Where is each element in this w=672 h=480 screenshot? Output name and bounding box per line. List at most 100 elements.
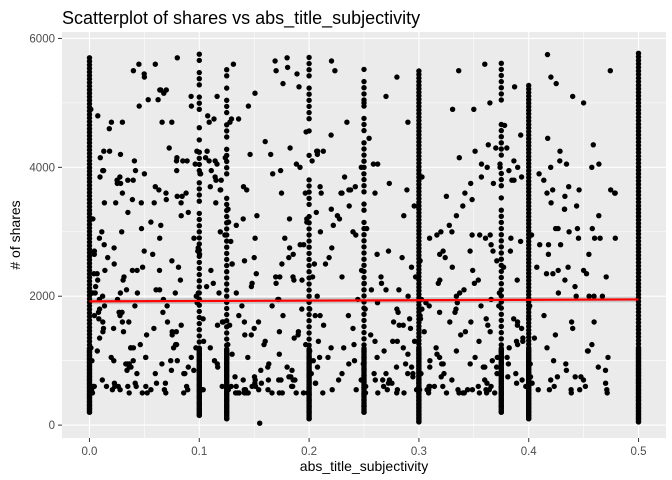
data-point <box>504 354 510 361</box>
data-point <box>498 85 504 91</box>
data-point <box>224 195 230 201</box>
data-point <box>563 367 570 373</box>
data-point <box>111 245 117 251</box>
data-point <box>433 345 439 351</box>
data-point <box>572 283 578 290</box>
data-point <box>306 73 312 79</box>
data-point <box>101 200 108 206</box>
data-point <box>419 306 425 312</box>
data-point <box>396 287 402 293</box>
data-point <box>361 176 367 183</box>
data-point <box>358 267 365 274</box>
data-point <box>130 345 137 351</box>
data-point <box>224 336 230 342</box>
data-point <box>589 225 595 232</box>
data-point <box>384 387 390 393</box>
data-point <box>498 213 504 219</box>
data-point <box>312 312 318 319</box>
data-point <box>555 225 561 232</box>
data-point <box>172 290 178 296</box>
data-point <box>604 387 610 393</box>
data-point <box>518 325 525 332</box>
data-point <box>335 377 342 383</box>
data-point <box>304 390 311 396</box>
data-point <box>132 380 138 386</box>
data-point <box>492 390 498 396</box>
data-point <box>416 345 422 351</box>
data-point <box>589 341 595 348</box>
data-point <box>550 187 556 193</box>
data-point <box>498 250 504 256</box>
data-point <box>427 364 433 370</box>
data-point <box>205 113 211 119</box>
data-point <box>523 383 529 390</box>
data-point <box>96 235 103 241</box>
data-point <box>402 361 409 367</box>
data-point <box>317 184 323 190</box>
data-point <box>196 137 202 143</box>
data-point <box>99 229 105 235</box>
data-point <box>509 177 515 183</box>
data-point <box>144 390 150 396</box>
data-point <box>179 193 185 199</box>
x-tick-label: 0.5 <box>631 446 647 458</box>
data-point <box>586 293 592 299</box>
data-point <box>145 97 151 103</box>
data-point <box>386 180 392 187</box>
data-point <box>351 358 358 364</box>
data-point <box>462 190 468 196</box>
data-point <box>218 177 224 183</box>
data-point <box>635 50 642 56</box>
y-tick-label: 0 <box>49 420 55 432</box>
data-point <box>591 319 597 325</box>
data-point <box>224 85 230 91</box>
data-point <box>211 116 217 122</box>
data-point <box>493 364 500 370</box>
data-point <box>235 116 242 122</box>
data-point <box>272 58 278 64</box>
data-point <box>330 222 336 228</box>
data-point <box>130 68 137 74</box>
data-point <box>196 192 202 198</box>
data-point <box>361 293 367 299</box>
data-point <box>472 354 478 361</box>
data-point <box>174 55 180 61</box>
data-point <box>460 390 466 396</box>
data-point <box>475 383 481 390</box>
data-point <box>306 287 312 293</box>
data-point <box>438 229 444 235</box>
data-point <box>470 267 476 274</box>
data-point <box>361 238 367 244</box>
data-point <box>224 73 230 79</box>
data-point <box>580 100 587 106</box>
data-point <box>541 312 547 319</box>
data-point <box>515 164 521 170</box>
data-point <box>126 319 132 325</box>
data-point <box>408 364 415 370</box>
data-point <box>158 87 164 93</box>
data-point <box>219 319 226 325</box>
data-point <box>206 158 212 164</box>
data-point <box>535 387 541 393</box>
data-point <box>195 290 201 296</box>
data-point <box>341 174 348 180</box>
data-point <box>225 219 232 225</box>
data-point <box>374 354 380 361</box>
data-point <box>590 142 596 148</box>
data-point <box>196 278 202 284</box>
data-point <box>119 190 126 196</box>
data-point <box>174 167 180 174</box>
data-point <box>226 322 233 328</box>
data-point <box>306 201 312 208</box>
data-point <box>224 269 230 275</box>
data-point <box>297 242 303 248</box>
data-point <box>196 125 202 131</box>
data-point <box>361 323 367 330</box>
data-point <box>396 322 402 328</box>
data-point <box>295 332 301 338</box>
data-point <box>262 138 268 145</box>
data-point <box>233 222 239 228</box>
data-point <box>361 100 367 106</box>
data-point <box>303 129 309 135</box>
data-point <box>152 184 158 190</box>
